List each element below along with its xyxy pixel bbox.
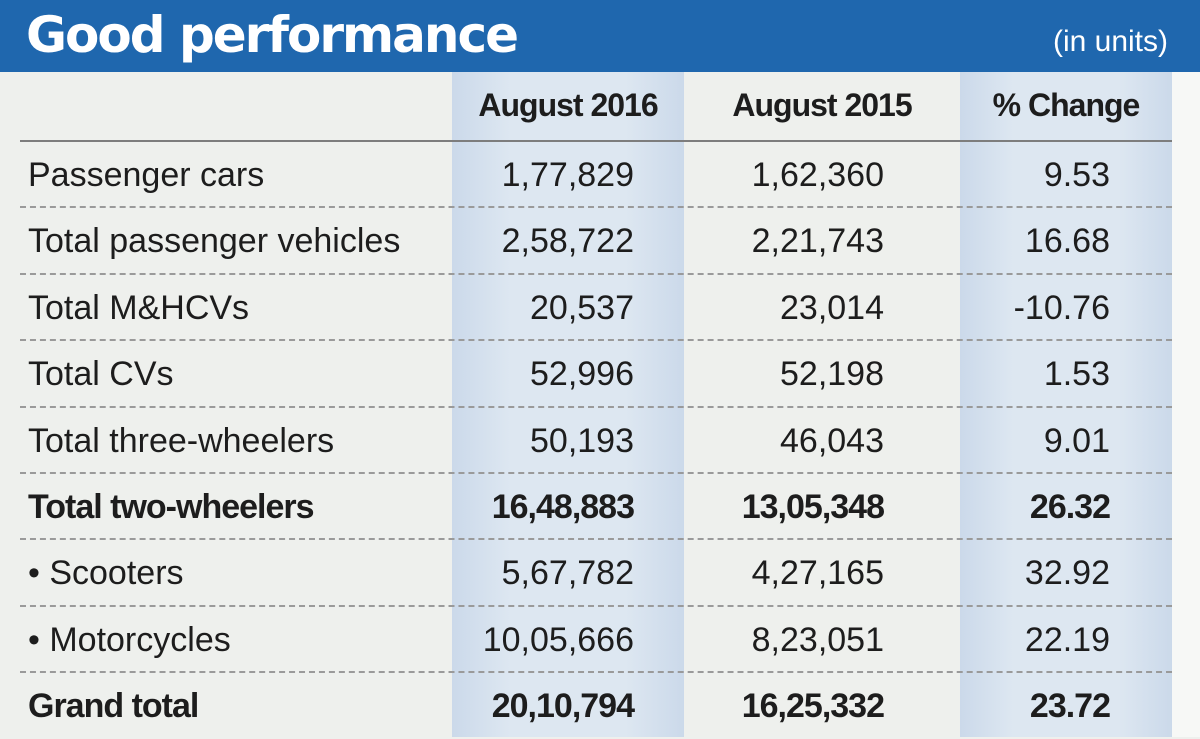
value-august-2015: 2,21,743 xyxy=(751,222,884,260)
row-label: Total two-wheelers xyxy=(28,488,315,526)
row-divider xyxy=(20,538,1172,540)
value-august-2015: 52,198 xyxy=(780,355,884,393)
value-percent-change: 1.53 xyxy=(1043,355,1110,393)
right-margin xyxy=(1172,72,1200,737)
row-divider xyxy=(20,406,1172,408)
percent-change-column-highlight xyxy=(960,72,1172,737)
row-divider xyxy=(20,605,1172,607)
row-label: • Scooters xyxy=(28,554,184,592)
row-label: Grand total xyxy=(28,687,199,725)
title-banner: Good performance (in units) xyxy=(0,0,1200,72)
value-percent-change: 16.68 xyxy=(1024,222,1110,260)
row-label: Total passenger vehicles xyxy=(28,222,401,260)
value-august-2016: 20,537 xyxy=(530,289,634,327)
header-divider xyxy=(20,140,1172,142)
value-percent-change: 23.72 xyxy=(1029,687,1111,725)
value-percent-change: 26.32 xyxy=(1029,488,1111,526)
page-title: Good performance xyxy=(26,6,519,64)
row-divider xyxy=(20,671,1172,673)
column-header-august-2015: August 2015 xyxy=(732,87,912,123)
row-label: Passenger cars xyxy=(28,156,265,194)
column-header-percent-change: % Change xyxy=(992,87,1141,123)
value-august-2016: 16,48,883 xyxy=(491,488,635,526)
value-august-2016: 1,77,829 xyxy=(501,156,634,194)
unit-note: (in units) xyxy=(1052,25,1168,58)
value-august-2016: 5,67,782 xyxy=(501,554,634,592)
value-august-2016: 52,996 xyxy=(530,355,634,393)
row-label: Total M&HCVs xyxy=(28,289,250,327)
column-header-august-2016: August 2016 xyxy=(478,87,658,123)
value-august-2015: 13,05,348 xyxy=(741,488,885,526)
value-august-2015: 46,043 xyxy=(780,422,884,460)
value-percent-change: 22.19 xyxy=(1024,621,1110,659)
value-percent-change: 9.01 xyxy=(1043,422,1110,460)
value-august-2016: 2,58,722 xyxy=(501,222,634,260)
value-percent-change: 32.92 xyxy=(1024,554,1110,592)
row-divider xyxy=(20,339,1172,341)
value-august-2016: 50,193 xyxy=(530,422,634,460)
value-august-2015: 23,014 xyxy=(780,289,884,327)
row-divider xyxy=(20,273,1172,275)
row-label: • Motorcycles xyxy=(28,621,231,659)
value-august-2015: 16,25,332 xyxy=(741,687,885,725)
value-percent-change: 9.53 xyxy=(1043,156,1110,194)
value-august-2015: 8,23,051 xyxy=(751,621,884,659)
value-august-2016: 20,10,794 xyxy=(491,687,635,725)
value-percent-change: -10.76 xyxy=(1013,289,1110,327)
row-label: Total CVs xyxy=(28,355,174,393)
value-august-2015: 1,62,360 xyxy=(751,156,884,194)
value-august-2015: 4,27,165 xyxy=(751,554,884,592)
row-divider xyxy=(20,206,1172,208)
value-august-2016: 10,05,666 xyxy=(482,621,634,659)
row-divider xyxy=(20,472,1172,474)
august-2016-column-highlight xyxy=(452,72,684,737)
row-label: Total three-wheelers xyxy=(28,422,335,460)
